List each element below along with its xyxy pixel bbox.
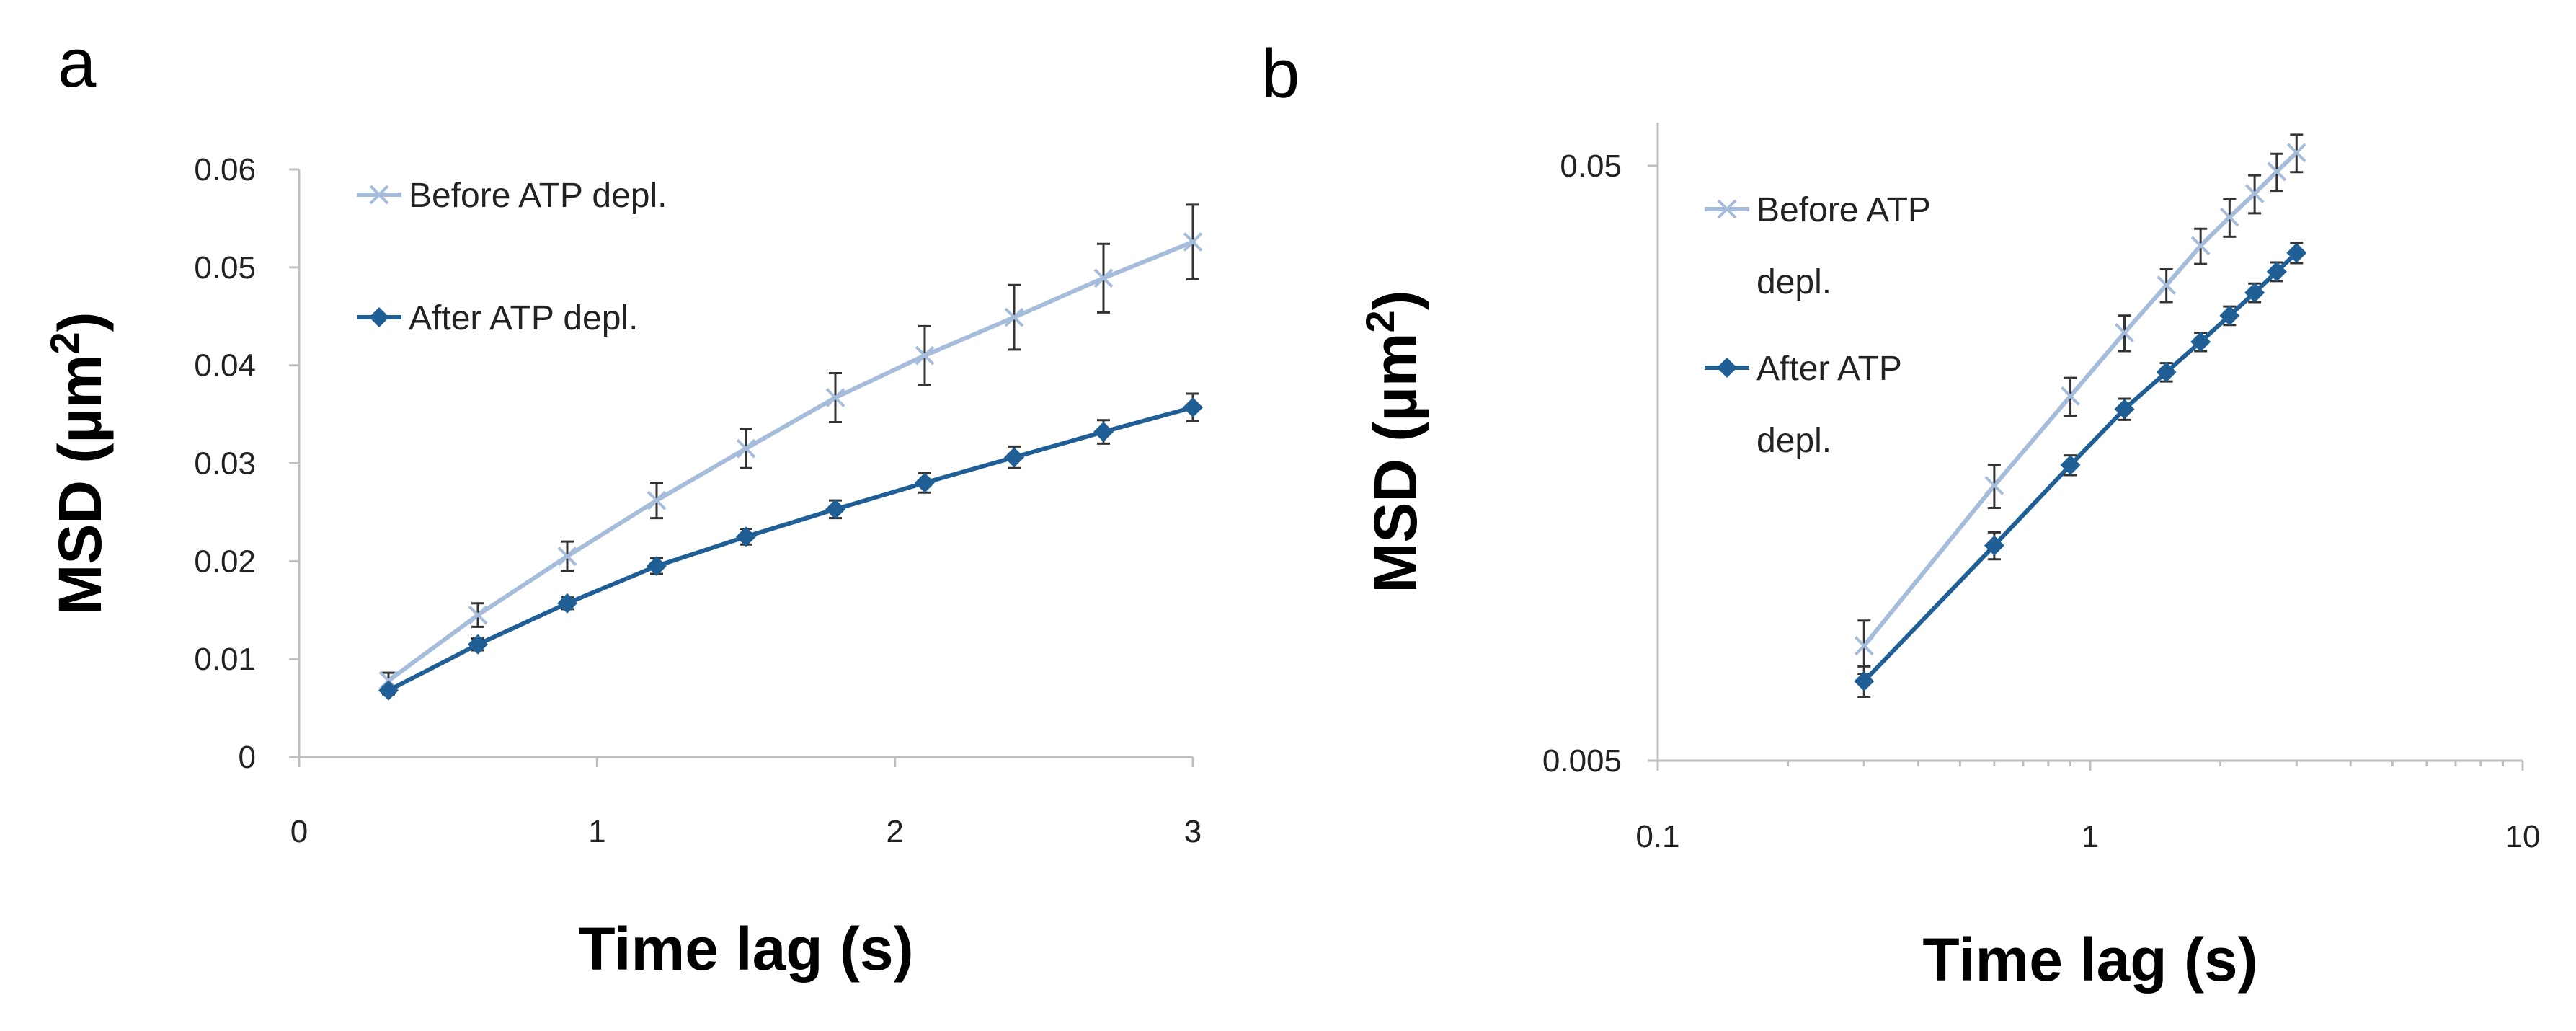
y-axis-title-sup: 2 — [42, 332, 87, 354]
legend-label: After ATP — [1756, 350, 1902, 388]
data-point — [2115, 323, 2134, 342]
chart-b: 0.005 0.05 0.1 1 10 Time lag (s) MSD (µm2) Befo… — [1357, 123, 2541, 994]
y-tick-label: 0.005 — [1542, 743, 1622, 779]
legend-label: Before ATP depl. — [409, 177, 667, 215]
data-point — [2157, 275, 2177, 295]
series-line — [1862, 151, 2299, 647]
series-after — [378, 392, 1203, 701]
data-point — [2190, 332, 2211, 353]
y-tick-label: 0.02 — [194, 544, 256, 579]
data-point — [736, 438, 756, 459]
panel-label-a: a — [58, 25, 97, 102]
y-tick-label: 0.05 — [1560, 149, 1622, 184]
data-point — [2114, 399, 2135, 420]
data-point — [825, 499, 845, 520]
y-axis-title-tail: ) — [46, 311, 114, 332]
x-tick-label: 0.1 — [1635, 819, 1679, 854]
data-point — [2156, 362, 2177, 383]
legend-swatch-marker — [369, 185, 389, 205]
y-tick-label: 0.03 — [194, 446, 256, 482]
series-line — [387, 405, 1194, 693]
y-axis-title: MSD (µm2) — [1357, 290, 1430, 593]
data-point — [2244, 184, 2265, 203]
data-point — [1984, 476, 2004, 495]
data-point — [2244, 282, 2265, 303]
legend-swatch-marker — [1717, 358, 1737, 378]
data-point — [1183, 397, 1203, 418]
data-point — [1004, 447, 1024, 468]
data-point — [1854, 671, 1875, 691]
data-point — [1183, 232, 1203, 252]
y-tick-label: 0.01 — [194, 642, 256, 677]
x-tick-label: 10 — [2505, 819, 2541, 854]
y-tick-label: 0.05 — [194, 250, 256, 286]
data-point — [1093, 422, 1114, 443]
x-tick-label: 1 — [588, 814, 605, 849]
panel-label-b: b — [1261, 35, 1300, 112]
data-point — [2286, 143, 2306, 163]
y-axis-title-tail: ) — [1362, 290, 1429, 310]
y-tick-label: 0 — [239, 740, 256, 775]
data-point — [2060, 455, 2081, 476]
x-tick-label: 1 — [2082, 819, 2099, 854]
data-point — [2286, 242, 2307, 263]
data-point — [2219, 207, 2239, 227]
series-line — [387, 239, 1194, 683]
y-tick-label: 0.06 — [194, 152, 256, 187]
data-point — [1004, 307, 1024, 327]
series-line — [1862, 251, 2299, 683]
data-point — [2061, 386, 2080, 406]
y-tick-label: 0.04 — [194, 348, 256, 384]
x-axis-title: Time lag (s) — [578, 915, 913, 983]
x-tick-label: 0 — [290, 814, 308, 849]
chart-a: 0 0.01 0.02 0.03 0.04 0.05 0.06 0 1 2 3 Time lag (s… — [42, 152, 1203, 983]
x-axis-title: Time lag (s) — [1922, 926, 2257, 994]
legend-label: depl. — [1756, 263, 1831, 301]
legend-label: Before ATP — [1756, 191, 1931, 229]
data-point — [557, 593, 577, 614]
data-point — [2266, 261, 2287, 282]
data-point — [647, 556, 667, 577]
data-point — [2219, 305, 2240, 326]
data-point — [557, 547, 577, 566]
data-point — [378, 680, 399, 701]
y-axis-title-main: MSD (µm — [1362, 333, 1429, 593]
legend-swatch-marker — [1717, 199, 1737, 219]
y-axis-title-main: MSD (µm — [46, 355, 114, 615]
y-axis-title-sup: 2 — [1357, 310, 1403, 332]
data-point — [468, 605, 488, 625]
data-point — [736, 526, 756, 547]
x-tick-label: 2 — [886, 814, 903, 849]
data-point — [915, 472, 935, 493]
data-point — [2190, 236, 2211, 256]
series-after — [1854, 242, 2307, 699]
series-before — [1854, 133, 2306, 675]
legend-label: depl. — [1756, 422, 1831, 460]
legend-label: After ATP depl. — [409, 299, 638, 337]
data-point — [825, 388, 845, 407]
data-point — [2267, 161, 2287, 182]
data-point — [1854, 636, 1874, 656]
data-point — [647, 490, 667, 510]
data-point — [915, 345, 935, 366]
x-tick-label: 3 — [1184, 814, 1202, 849]
data-point — [468, 634, 488, 655]
y-axis-title: MSD (µm2) — [42, 311, 115, 614]
legend-swatch-marker — [369, 307, 389, 327]
data-point — [1093, 268, 1114, 288]
data-point — [1984, 535, 2004, 556]
series-before — [378, 203, 1203, 691]
